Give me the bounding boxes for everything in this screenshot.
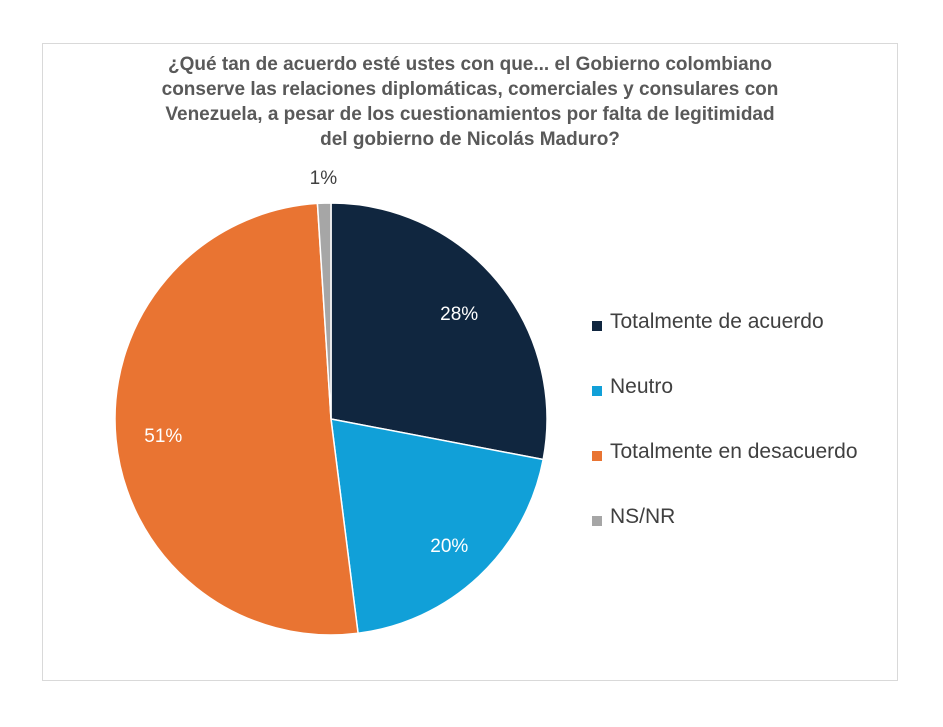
chart-title-line-2: conserve las relaciones diplomáticas, co…	[161, 79, 779, 100]
data-label-totalmente-en-desacuerdo: 51%	[144, 426, 182, 447]
legend-label-neutro: Neutro	[610, 375, 674, 398]
legend-label-ns-nr: NS/NR	[610, 505, 676, 528]
data-label-totalmente-de-acuerdo: 28%	[440, 304, 478, 325]
legend-swatch-totalmente-de-acuerdo	[592, 321, 602, 331]
chart-title-line-3: Venezuela, a pesar de los cuestionamient…	[165, 104, 775, 125]
data-label-neutro: 20%	[430, 536, 468, 557]
pie-slice-totalmente-de-acuerdo	[330, 202, 548, 461]
legend-swatch-ns-nr	[592, 516, 602, 526]
chart-title-line-1: ¿Qué tan de acuerdo esté ustes con que..…	[168, 54, 772, 75]
chart-title: ¿Qué tan de acuerdo esté ustes con que..…	[42, 52, 898, 152]
legend-swatch-neutro	[592, 386, 602, 396]
pie-slice-ns-nr	[316, 202, 332, 420]
pie-slice-neutro	[330, 418, 545, 635]
chart-title-line-4: del gobierno de Nicolás Maduro?	[320, 129, 620, 150]
legend-swatch-totalmente-en-desacuerdo	[592, 451, 602, 461]
legend-label-totalmente-de-acuerdo: Totalmente de acuerdo	[610, 310, 824, 333]
data-label-ns-nr: 1%	[310, 168, 338, 189]
legend-label-totalmente-en-desacuerdo: Totalmente en desacuerdo	[610, 440, 858, 463]
pie-slice-totalmente-en-desacuerdo	[114, 202, 359, 636]
